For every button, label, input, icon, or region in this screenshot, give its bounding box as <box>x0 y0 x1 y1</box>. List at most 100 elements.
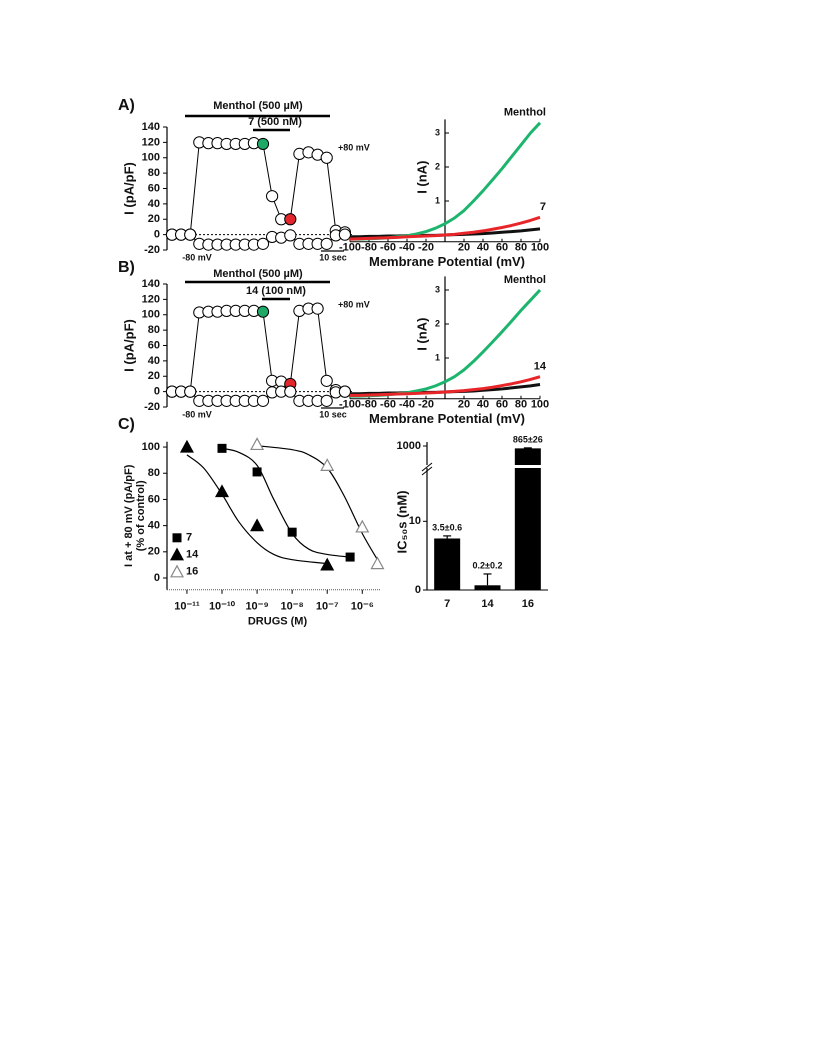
y-tick-label: 80 <box>148 324 160 336</box>
x-tick-label: 10⁻¹¹ <box>174 601 200 613</box>
bar <box>514 448 541 590</box>
marker <box>169 564 185 578</box>
y-tick-label: 2 <box>435 318 440 328</box>
x-tick-label: 14 <box>481 598 494 610</box>
trace-point <box>320 151 333 164</box>
x-tick-label: 60 <box>496 399 508 411</box>
y-tick-label: 1000 <box>397 440 421 452</box>
y-tick-label: 40 <box>148 355 160 367</box>
fit-curve <box>186 454 328 565</box>
marker <box>214 484 230 498</box>
marker <box>250 437 265 451</box>
x-tick-label: -60 <box>380 242 396 254</box>
y-tick-label: 100 <box>142 309 160 321</box>
x-axis-label: Membrane Potential (mV) <box>369 411 525 426</box>
y-tick-label: 2 <box>435 161 440 171</box>
trace-point <box>338 385 351 398</box>
annotation: -80 mV <box>182 409 212 419</box>
break-mark <box>421 462 433 472</box>
y-tick-label: 120 <box>142 136 160 148</box>
series-label: 14 <box>534 361 547 373</box>
x-tick-label: -20 <box>418 242 434 254</box>
marker <box>320 458 335 471</box>
x-tick-label: 40 <box>477 399 489 411</box>
y-tick-label: 3 <box>435 284 440 294</box>
y-axis-label: I (pA/pF) <box>121 319 136 372</box>
trace-point <box>256 305 270 318</box>
x-tick-label: 7 <box>444 598 450 610</box>
y-tick-label: 40 <box>148 198 160 210</box>
x-tick-label: -40 <box>399 399 415 411</box>
y-tick-label: 60 <box>148 182 160 194</box>
x-tick-label: -40 <box>399 242 415 254</box>
y-tick-label: 0 <box>415 584 421 596</box>
y-tick-label: 120 <box>142 293 160 305</box>
bar <box>434 538 461 590</box>
annotation: +80 mV <box>338 299 370 309</box>
x-tick-label: 80 <box>515 242 527 254</box>
trace-point <box>320 394 333 407</box>
x-tick-label: 10⁻⁶ <box>351 601 374 613</box>
trace-point <box>256 137 270 151</box>
y-tick-label: -20 <box>144 244 160 256</box>
y-axis-label: (% of control) <box>135 480 147 551</box>
drug-label: 14 (100 nM) <box>246 285 306 297</box>
x-tick-label: 10⁻¹⁰ <box>209 601 236 613</box>
x-tick-label: 10⁻⁹ <box>245 601 268 613</box>
trace-point <box>266 190 279 203</box>
x-tick-label: 20 <box>458 242 470 254</box>
y-tick-label: 100 <box>142 441 160 453</box>
y-tick-label: 10 <box>409 515 421 527</box>
value-label: 865±26 <box>513 434 543 444</box>
value-label: 0.2±0.2 <box>473 560 503 570</box>
marker <box>287 527 297 537</box>
y-axis-label: I at + 80 mV (pA/pF) <box>123 464 135 567</box>
legend-label: 7 <box>186 532 192 544</box>
y-tick-label: 1 <box>435 352 440 362</box>
iv-curve <box>350 375 541 397</box>
y-tick-label: 0 <box>154 386 160 398</box>
series-label: 7 <box>540 201 546 213</box>
drug-label: Menthol (500 µM) <box>213 268 303 280</box>
annotation: 10 sec <box>319 252 347 262</box>
trace-point <box>256 394 270 407</box>
fit-curve <box>221 447 351 558</box>
panel-label: B) <box>118 259 135 276</box>
annotation: -80 mV <box>182 252 212 262</box>
x-tick-label: 16 <box>522 598 534 610</box>
y-tick-label: -20 <box>144 401 160 413</box>
y-tick-label: 0 <box>154 572 160 584</box>
iv-curve <box>349 215 541 241</box>
x-tick-label: 60 <box>496 242 508 254</box>
y-tick-label: 80 <box>148 467 160 479</box>
x-tick-label: 10⁻⁸ <box>281 601 304 613</box>
x-axis-label: DRUGS (M) <box>248 616 308 628</box>
marker <box>250 518 265 532</box>
series-label: Menthol <box>504 107 546 119</box>
drug-label: 7 (500 nM) <box>248 116 302 128</box>
y-axis-label: I (nA) <box>414 161 429 194</box>
series-label: Menthol <box>504 274 546 286</box>
y-axis-label: IC₅₀s (nM) <box>394 490 409 553</box>
value-label: 3.5±0.6 <box>432 522 462 532</box>
marker <box>252 467 262 477</box>
trace-point <box>284 213 297 226</box>
y-tick-label: 40 <box>148 520 160 532</box>
y-tick-label: 140 <box>142 278 160 290</box>
y-tick-label: 1 <box>435 195 440 205</box>
x-tick-label: -60 <box>380 399 396 411</box>
marker <box>169 547 185 561</box>
x-tick-label: -20 <box>418 399 434 411</box>
x-tick-label: -100 <box>339 242 361 254</box>
legend-label: 16 <box>186 566 198 578</box>
x-tick-label: 10⁻⁷ <box>316 601 339 613</box>
y-axis-label: I (nA) <box>414 318 429 351</box>
trace-point <box>311 302 324 315</box>
y-axis-label: I (pA/pF) <box>121 162 136 215</box>
marker <box>320 557 335 571</box>
marker <box>172 533 182 543</box>
trace-point <box>184 385 197 398</box>
y-tick-label: 60 <box>148 339 160 351</box>
